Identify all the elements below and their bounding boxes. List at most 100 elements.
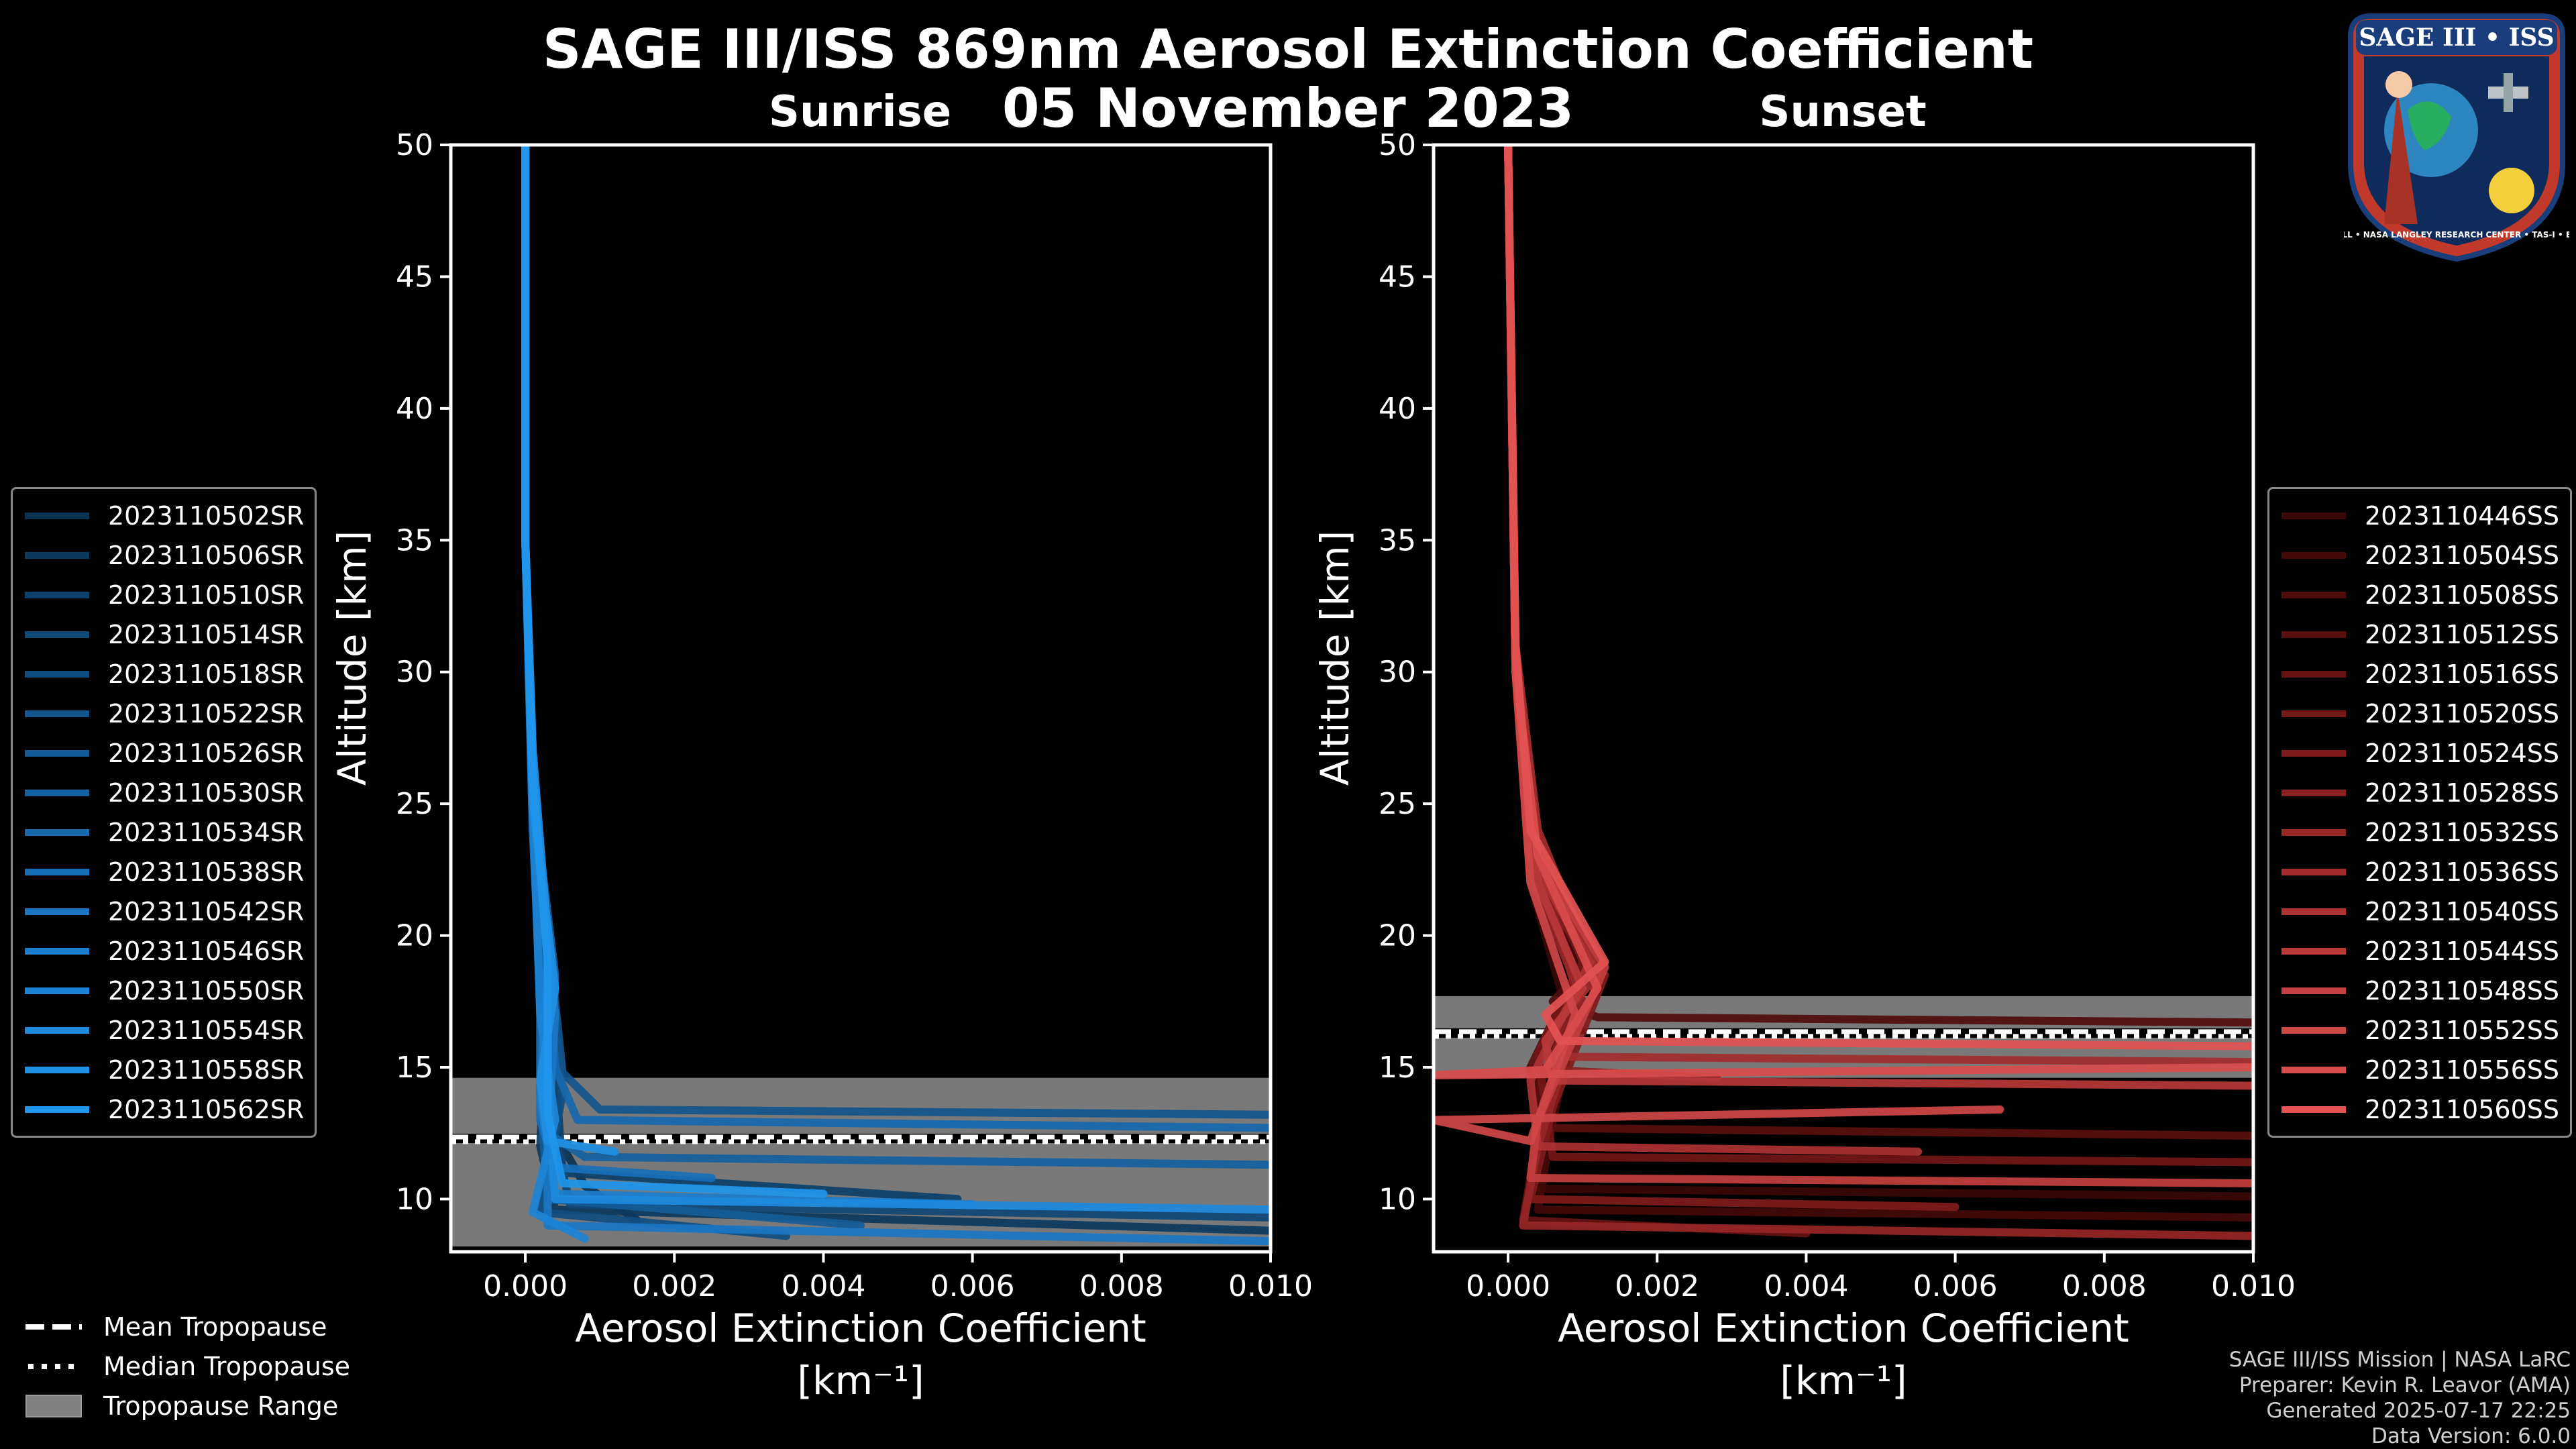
- sunrise-panel: 10 15 20 25 30 35 40 45 50 0.000 0.002 0.004 0.006 0.…: [329, 128, 1313, 1403]
- sunset-ytick-label: 40: [1379, 392, 1416, 426]
- legend-swatch-icon: [25, 1106, 89, 1113]
- legend-swatch-icon: [2282, 1106, 2346, 1113]
- sunrise-xtick-label: 0.010: [1228, 1269, 1313, 1303]
- sunrise-axes-frame: [449, 143, 1273, 1254]
- sunset-legend-entry: 2023110524SS: [2282, 733, 2559, 773]
- sunrise-ytick-label: 20: [396, 919, 433, 953]
- sunset-legend-entry: 2023110446SS: [2282, 496, 2559, 535]
- sunset-legend-entry: 2023110520SS: [2282, 694, 2559, 733]
- sunrise-ytick-label: 45: [396, 260, 433, 294]
- sunset-legend-entry: 2023110552SS: [2282, 1010, 2559, 1050]
- sunrise-series-2023110542SR: [521, 145, 1271, 1246]
- legend-swatch-icon: [25, 868, 89, 875]
- sunrise-legend: 2023110502SR 2023110506SR 2023110510SR 2023…: [11, 487, 317, 1138]
- sunset-legend-entry: 2023110560SS: [2282, 1089, 2559, 1129]
- tropopause-legend: Mean Tropopause Median Tropopause Tropop…: [25, 1307, 350, 1426]
- legend-label: 2023110550SR: [108, 975, 305, 1006]
- legend-swatch-icon: [25, 908, 89, 915]
- logo-text-top: SAGE III • ISS: [2359, 23, 2554, 52]
- sunset-xtick-label: 0.010: [2211, 1269, 2296, 1303]
- legend-swatch-icon: [25, 631, 89, 638]
- sunset-xunit: [km⁻¹]: [1780, 1358, 1907, 1403]
- dotted-line-icon: [28, 1363, 82, 1369]
- sunrise-series-2023110554SR: [521, 145, 1271, 1214]
- sunrise-legend-entry: 2023110538SR: [25, 852, 304, 892]
- sunset-legend-entry: 2023110516SS: [2282, 654, 2559, 694]
- legend-swatch-icon: [2282, 947, 2346, 955]
- legend-label: 2023110530SR: [108, 777, 305, 808]
- sunrise-series-2023110546SR: [521, 145, 977, 1209]
- sunrise-xtick-label: 0.006: [930, 1269, 1015, 1303]
- legend-swatch-icon: [2282, 670, 2346, 678]
- sunrise-series-2023110522SR: [521, 145, 1271, 1119]
- legend-swatch-icon: [2282, 908, 2346, 915]
- legend-tropopause-range: Tropopause Range: [25, 1386, 350, 1426]
- sunrise-legend-entry: 2023110562SR: [25, 1089, 304, 1129]
- sunrise-ytick-label: 15: [396, 1051, 433, 1085]
- sunrise-legend-entry: 2023110550SR: [25, 971, 304, 1010]
- sunrise-legend-entry: 2023110558SR: [25, 1050, 304, 1089]
- median-tropopause-label: Median Tropopause: [103, 1351, 350, 1381]
- sunrise-series-2023110526SR: [521, 145, 865, 1230]
- sunset-series-2023110560SS: [1504, 145, 2253, 1051]
- sunrise-subtitle: Sunrise: [768, 87, 952, 137]
- sunset-ytick-label: 30: [1379, 655, 1416, 690]
- legend-swatch-icon: [25, 828, 89, 836]
- sunrise-series-2023110510SR: [521, 145, 962, 1203]
- legend-label: 2023110524SS: [2365, 738, 2560, 768]
- legend-swatch-icon: [25, 749, 89, 757]
- legend-label: 2023110528SS: [2365, 777, 2560, 808]
- sunrise-series-2023110514SR: [521, 145, 1271, 1222]
- legend-label: 2023110526SR: [108, 738, 305, 768]
- sunset-xtick-label: 0.002: [1615, 1269, 1699, 1303]
- sunrise-ytick-label: 40: [396, 392, 433, 426]
- sunrise-xtick-label: 0.008: [1079, 1269, 1164, 1303]
- logo-text-bottom: BALL • NASA LANGLEY RESEARCH CENTER • TA…: [2344, 230, 2569, 239]
- legend-swatch-icon: [2282, 631, 2346, 638]
- legend-label: 2023110562SR: [108, 1094, 305, 1124]
- legend-label: 2023110512SS: [2365, 619, 2560, 649]
- sunrise-legend-entry: 2023110522SR: [25, 694, 304, 733]
- sunrise-legend-entry: 2023110554SR: [25, 1010, 304, 1050]
- legend-swatch-icon: [2282, 868, 2346, 875]
- sunset-xtick-label: 0.000: [1466, 1269, 1550, 1303]
- sunrise-ytick-label: 50: [396, 128, 433, 162]
- legend-swatch-icon: [25, 670, 89, 678]
- sunset-legend: 2023110446SS 2023110504SS 2023110508SS 2023…: [2267, 487, 2573, 1138]
- credits-data-version: Data Version: 6.0.0: [2371, 1424, 2571, 1448]
- mean-tropopause-label: Mean Tropopause: [103, 1311, 327, 1342]
- legend-swatch-icon: [25, 789, 89, 796]
- sunset-legend-entry: 2023110504SS: [2282, 535, 2559, 575]
- sunrise-series-2023110562SR: [521, 145, 828, 1198]
- legend-label: 2023110504SS: [2365, 540, 2560, 570]
- sunrise-xlabel: Aerosol Extinction Coefficient: [575, 1305, 1146, 1351]
- legend-swatch-icon: [2282, 828, 2346, 836]
- sunrise-legend-entry: 2023110546SR: [25, 931, 304, 971]
- sunset-series-2023110536SS: [1504, 145, 2253, 1067]
- legend-swatch-icon: [25, 710, 89, 717]
- sunrise-legend-entry: 2023110534SR: [25, 812, 304, 852]
- legend-label: 2023110518SR: [108, 659, 305, 689]
- sunrise-xtick-label: 0.002: [632, 1269, 716, 1303]
- sunrise-legend-entry: 2023110542SR: [25, 892, 304, 931]
- legend-swatch-icon: [2282, 512, 2346, 519]
- sunset-ytick-label: 20: [1379, 919, 1416, 953]
- sunrise-plot-area: [451, 145, 1271, 1247]
- sunrise-series-2023110534SR: [521, 145, 1271, 1132]
- sunrise-ytick-label: 10: [396, 1182, 433, 1216]
- legend-label: 2023110558SR: [108, 1055, 305, 1085]
- legend-label: 2023110554SR: [108, 1015, 305, 1045]
- sunrise-legend-entry: 2023110510SR: [25, 575, 304, 614]
- legend-swatch-icon: [25, 551, 89, 559]
- legend-swatch-icon: [2282, 710, 2346, 717]
- sunrise-legend-entry: 2023110518SR: [25, 654, 304, 694]
- chart-title: SAGE III/ISS 869nm Aerosol Extinction Co…: [542, 18, 2034, 80]
- legend-label: 2023110506SR: [108, 540, 305, 570]
- sunrise-legend-entry: 2023110514SR: [25, 614, 304, 654]
- sunset-ytick-label: 25: [1379, 787, 1416, 821]
- credits-mission: SAGE III/ISS Mission | NASA LaRC: [2229, 1348, 2571, 1372]
- dashed-line-icon: [25, 1324, 82, 1330]
- legend-swatch-icon: [25, 512, 89, 519]
- sunset-legend-entry: 2023110556SS: [2282, 1050, 2559, 1089]
- sunset-ylabel: Altitude [km]: [1312, 531, 1358, 786]
